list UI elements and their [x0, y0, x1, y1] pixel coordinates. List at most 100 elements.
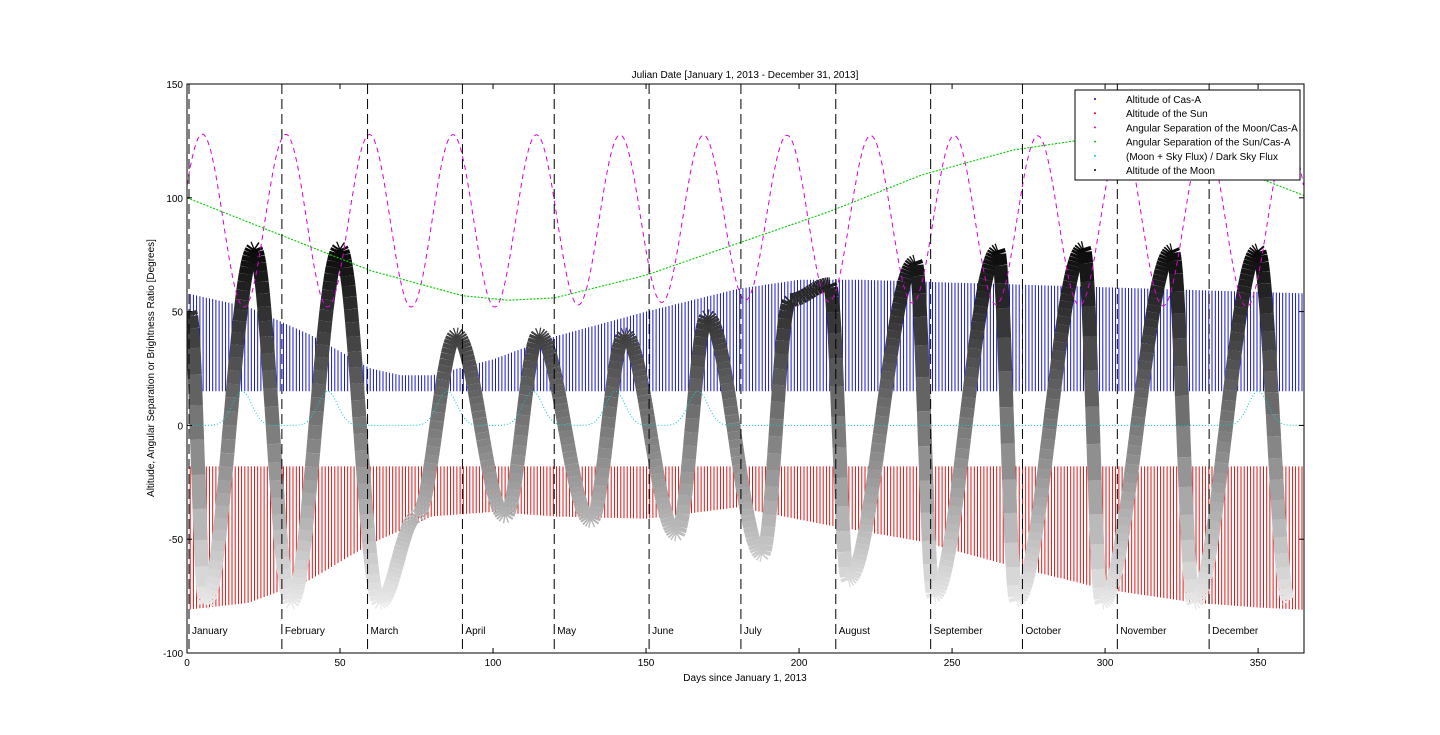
- moon-altitude-segment: [536, 332, 550, 343]
- moon-altitude-segment: [629, 358, 645, 367]
- moon-altitude-segment: [193, 539, 209, 567]
- moon-altitude-segment: [322, 280, 338, 292]
- moon-altitude-segment: [368, 588, 384, 598]
- moon-altitude-segment: [1069, 252, 1085, 261]
- moon-altitude-segment: [1157, 257, 1172, 266]
- moon-altitude-segment: [823, 286, 840, 298]
- moon-altitude-segment: [871, 433, 887, 445]
- moon-altitude-segment: [217, 466, 234, 481]
- moon-altitude-segment: [1148, 290, 1164, 300]
- moon-altitude-segment: [315, 331, 332, 346]
- moon-altitude-segment: [1112, 546, 1128, 556]
- moon-altitude-segment: [717, 367, 733, 378]
- moon-altitude-segment: [704, 310, 714, 323]
- moon-altitude-segment: [671, 528, 686, 537]
- moon-altitude-segment: [187, 327, 201, 349]
- legend-entry: Angular Separation of the Moon/Cas-A: [1126, 123, 1298, 134]
- moon-altitude-segment: [735, 486, 751, 497]
- moon-altitude-segment: [795, 291, 803, 305]
- moon-altitude-segment: [418, 489, 434, 499]
- moon-altitude-segment: [319, 299, 335, 311]
- moon-altitude-segment: [249, 246, 264, 255]
- moon-altitude-segment: [430, 411, 446, 423]
- moon-altitude-segment: [895, 285, 910, 294]
- moon-altitude-segment: [971, 313, 987, 324]
- moon-altitude-segment: [614, 334, 629, 343]
- moon-altitude-segment: [342, 296, 358, 310]
- moon-altitude-segment: [386, 571, 402, 580]
- moon-altitude-segment: [1138, 351, 1154, 363]
- moon-altitude-segment: [528, 333, 543, 343]
- moon-altitude-segment: [1278, 586, 1294, 597]
- moon-altitude-segment: [698, 314, 713, 323]
- moon-altitude-segment: [1110, 553, 1126, 563]
- moon-altitude-segment: [190, 439, 206, 476]
- moon-altitude-segment: [721, 389, 737, 400]
- moon-altitude-segment: [748, 542, 763, 551]
- moon-altitude-segment: [732, 463, 748, 474]
- moon-altitude-segment: [536, 328, 546, 342]
- moon-altitude-segment: [428, 420, 444, 431]
- moon-altitude-segment: [586, 514, 600, 525]
- moon-altitude-segment: [718, 374, 734, 385]
- moon-altitude-segment: [498, 509, 509, 522]
- moon-altitude-segment: [705, 317, 720, 327]
- moon-altitude-segment: [287, 595, 302, 604]
- moon-altitude-segment: [1115, 524, 1131, 535]
- moon-altitude-segment: [1122, 472, 1139, 484]
- moon-altitude-segment: [953, 457, 969, 470]
- moon-altitude-segment: [660, 515, 675, 524]
- moon-altitude-segment: [659, 511, 674, 520]
- moon-altitude-segment: [712, 342, 728, 352]
- moon-altitude-segment: [1275, 566, 1291, 580]
- moon-altitude-segment: [250, 242, 260, 255]
- moon-altitude-segment: [1099, 594, 1113, 605]
- moon-altitude-segment: [970, 321, 986, 332]
- moon-altitude-segment: [203, 587, 219, 596]
- moon-altitude-segment: [187, 309, 198, 317]
- moon-altitude-segment: [957, 427, 973, 440]
- moon-altitude-segment: [1149, 284, 1165, 294]
- moon-altitude-segment: [347, 351, 363, 368]
- moon-altitude-segment: [404, 516, 418, 526]
- moon-altitude-segment: [1273, 536, 1289, 554]
- moon-altitude-segment: [1257, 283, 1273, 299]
- moon-altitude-segment: [597, 447, 613, 460]
- moon-altitude-segment: [327, 254, 342, 264]
- moon-altitude-segment: [266, 443, 283, 463]
- moon-altitude-segment: [599, 426, 615, 439]
- moon-altitude-segment: [1211, 482, 1227, 494]
- moon-altitude-segment: [690, 355, 706, 368]
- moon-altitude-segment: [779, 303, 795, 313]
- moon-altitude-segment: [773, 353, 789, 370]
- moon-altitude-segment: [814, 280, 822, 294]
- moon-altitude-segment: [688, 378, 704, 393]
- moon-altitude-segment: [591, 492, 607, 502]
- moon-altitude-segment: [852, 553, 868, 562]
- moon-altitude-segment: [942, 538, 958, 549]
- moon-altitude-segment: [1085, 406, 1101, 445]
- moon-altitude-segment: [348, 366, 364, 385]
- moon-altitude-segment: [351, 399, 367, 418]
- moon-altitude-segment: [808, 283, 818, 297]
- moon-altitude-segment: [336, 242, 346, 255]
- legend-entry: Altitude of the Sun: [1126, 109, 1208, 120]
- moon-altitude-segment: [766, 453, 782, 471]
- month-label: February: [285, 626, 325, 637]
- moon-altitude-segment: [1234, 298, 1250, 309]
- moon-altitude-segment: [200, 596, 214, 607]
- moon-altitude-segment: [561, 443, 577, 453]
- moon-altitude-segment: [857, 530, 873, 540]
- moon-altitude-segment: [1033, 487, 1049, 499]
- month-label: August: [839, 626, 870, 637]
- moon-altitude-segment: [826, 312, 842, 334]
- moon-altitude-segment: [490, 500, 505, 509]
- moon-altitude-segment: [1052, 340, 1068, 352]
- moon-altitude-segment: [295, 550, 311, 562]
- moon-altitude-segment: [641, 422, 657, 432]
- moon-altitude-segment: [235, 289, 251, 301]
- moon-altitude-segment: [898, 271, 914, 281]
- moon-altitude-segment: [478, 452, 494, 462]
- moon-altitude-segment: [808, 284, 817, 298]
- moon-altitude-segment: [339, 266, 355, 278]
